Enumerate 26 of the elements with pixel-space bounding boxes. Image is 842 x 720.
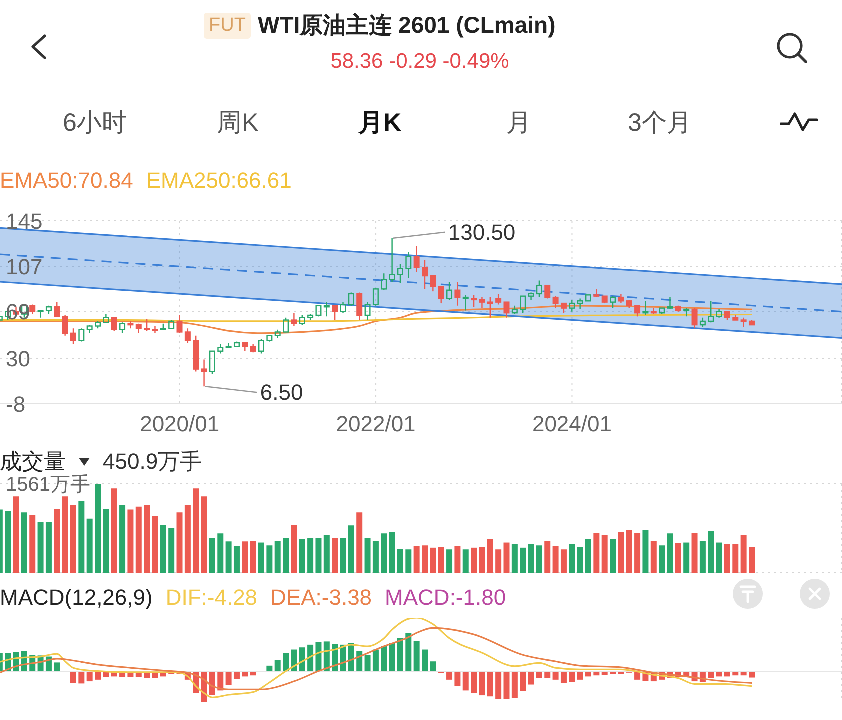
text: 周K	[217, 109, 259, 137]
y-tick-label: -8	[6, 392, 26, 417]
chart-title: 成交量	[0, 449, 66, 474]
chart-title: MACD(12,26,9)	[0, 585, 153, 610]
text: 月	[506, 109, 532, 137]
text: 3个月	[628, 109, 692, 137]
text: EMA250:66.61	[146, 168, 292, 193]
y-tick-label: 30	[6, 346, 30, 372]
text: DIF:-4.28	[166, 585, 258, 610]
y-tick-label: 107	[6, 254, 43, 280]
text: 月K	[358, 109, 402, 137]
text: 58.36 -0.29 -0.49%	[330, 50, 510, 73]
text: MACD:-1.80	[385, 585, 506, 610]
x-tick-label: 2024/01	[532, 412, 612, 437]
y-tick-label: 1561万手	[6, 474, 90, 496]
annotation: 6.50	[260, 380, 304, 406]
y-tick-label: 145	[6, 208, 43, 234]
annotation: 130.50	[448, 220, 516, 245]
text: 6小时	[63, 109, 127, 137]
text: EMA50:70.84	[0, 168, 134, 193]
x-tick-label: 2020/01	[140, 412, 220, 437]
text: FUT	[209, 15, 246, 36]
text: 450.9万手	[103, 449, 202, 474]
x-tick-label: 2022/01	[336, 412, 416, 437]
text: WTI原油主连 2601 (CLmain)	[258, 12, 556, 38]
series-label: DEA:-3.38	[270, 585, 372, 610]
